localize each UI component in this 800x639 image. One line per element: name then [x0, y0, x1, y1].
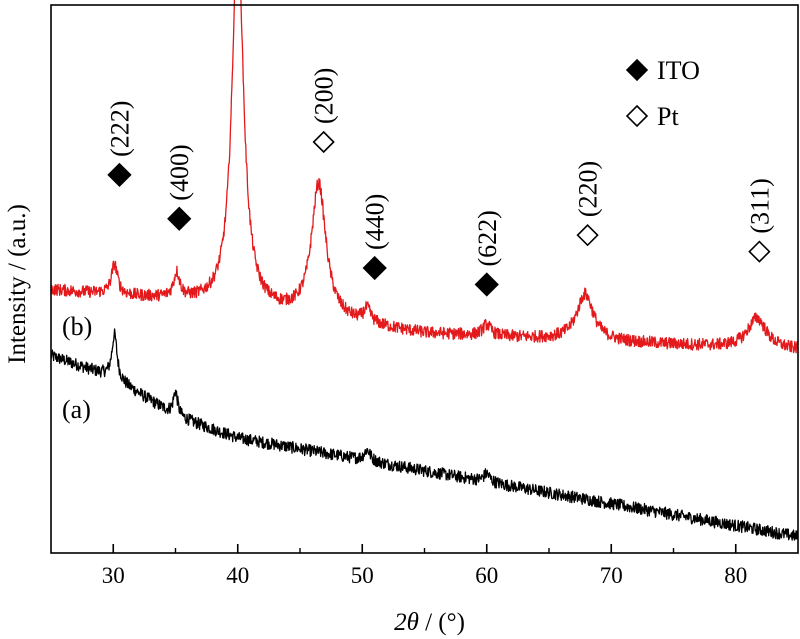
x-tick-label: 30: [102, 563, 125, 588]
legend: ITO Pt: [625, 56, 700, 131]
ito-marker: [474, 272, 499, 297]
trace-b: [50, 0, 799, 354]
x-tick-label: 50: [351, 563, 374, 588]
x-tick-label: 60: [475, 563, 498, 588]
pt-marker: [748, 240, 771, 263]
peak-label: (222): [105, 101, 134, 157]
x-axis-ticks: 30 40 50 60 70 80: [102, 544, 747, 588]
peak-label: (311): [745, 178, 774, 233]
trace-label-a: (a): [62, 395, 91, 424]
trace-a: [50, 328, 799, 541]
ito-marker: [362, 255, 387, 281]
peak-label: (220): [574, 161, 603, 217]
x-tick-label: 80: [724, 563, 747, 588]
peak-label: (400): [165, 144, 194, 200]
x-axis-unit: / (°): [419, 609, 465, 636]
pt-marker: [576, 224, 599, 247]
ito-marker: [107, 162, 132, 188]
peak-label: (200): [310, 68, 339, 124]
peak-label: (622): [473, 210, 502, 266]
y-axis-label: Intensity / (a.u.): [4, 204, 31, 364]
x-tick-label: 70: [600, 563, 623, 588]
x-axis-label: 2θ / (°): [394, 609, 465, 636]
legend-label-pt: Pt: [657, 102, 679, 131]
trace-labels: (a) (b): [62, 312, 92, 424]
legend-marker-ito: [625, 58, 649, 82]
x-tick-label: 40: [226, 563, 249, 588]
peak-annotations: (222)(400)(111)(200)(440)(622)(220)(311): [105, 68, 774, 297]
legend-marker-pt: [625, 104, 649, 128]
legend-label-ito: ITO: [657, 56, 700, 85]
trace-label-b: (b): [62, 312, 92, 341]
x-axis-variable: 2θ: [394, 609, 419, 636]
ito-marker: [167, 206, 192, 231]
traces: [50, 0, 799, 541]
peak-label: (440): [361, 194, 390, 250]
pt-marker: [312, 130, 335, 154]
